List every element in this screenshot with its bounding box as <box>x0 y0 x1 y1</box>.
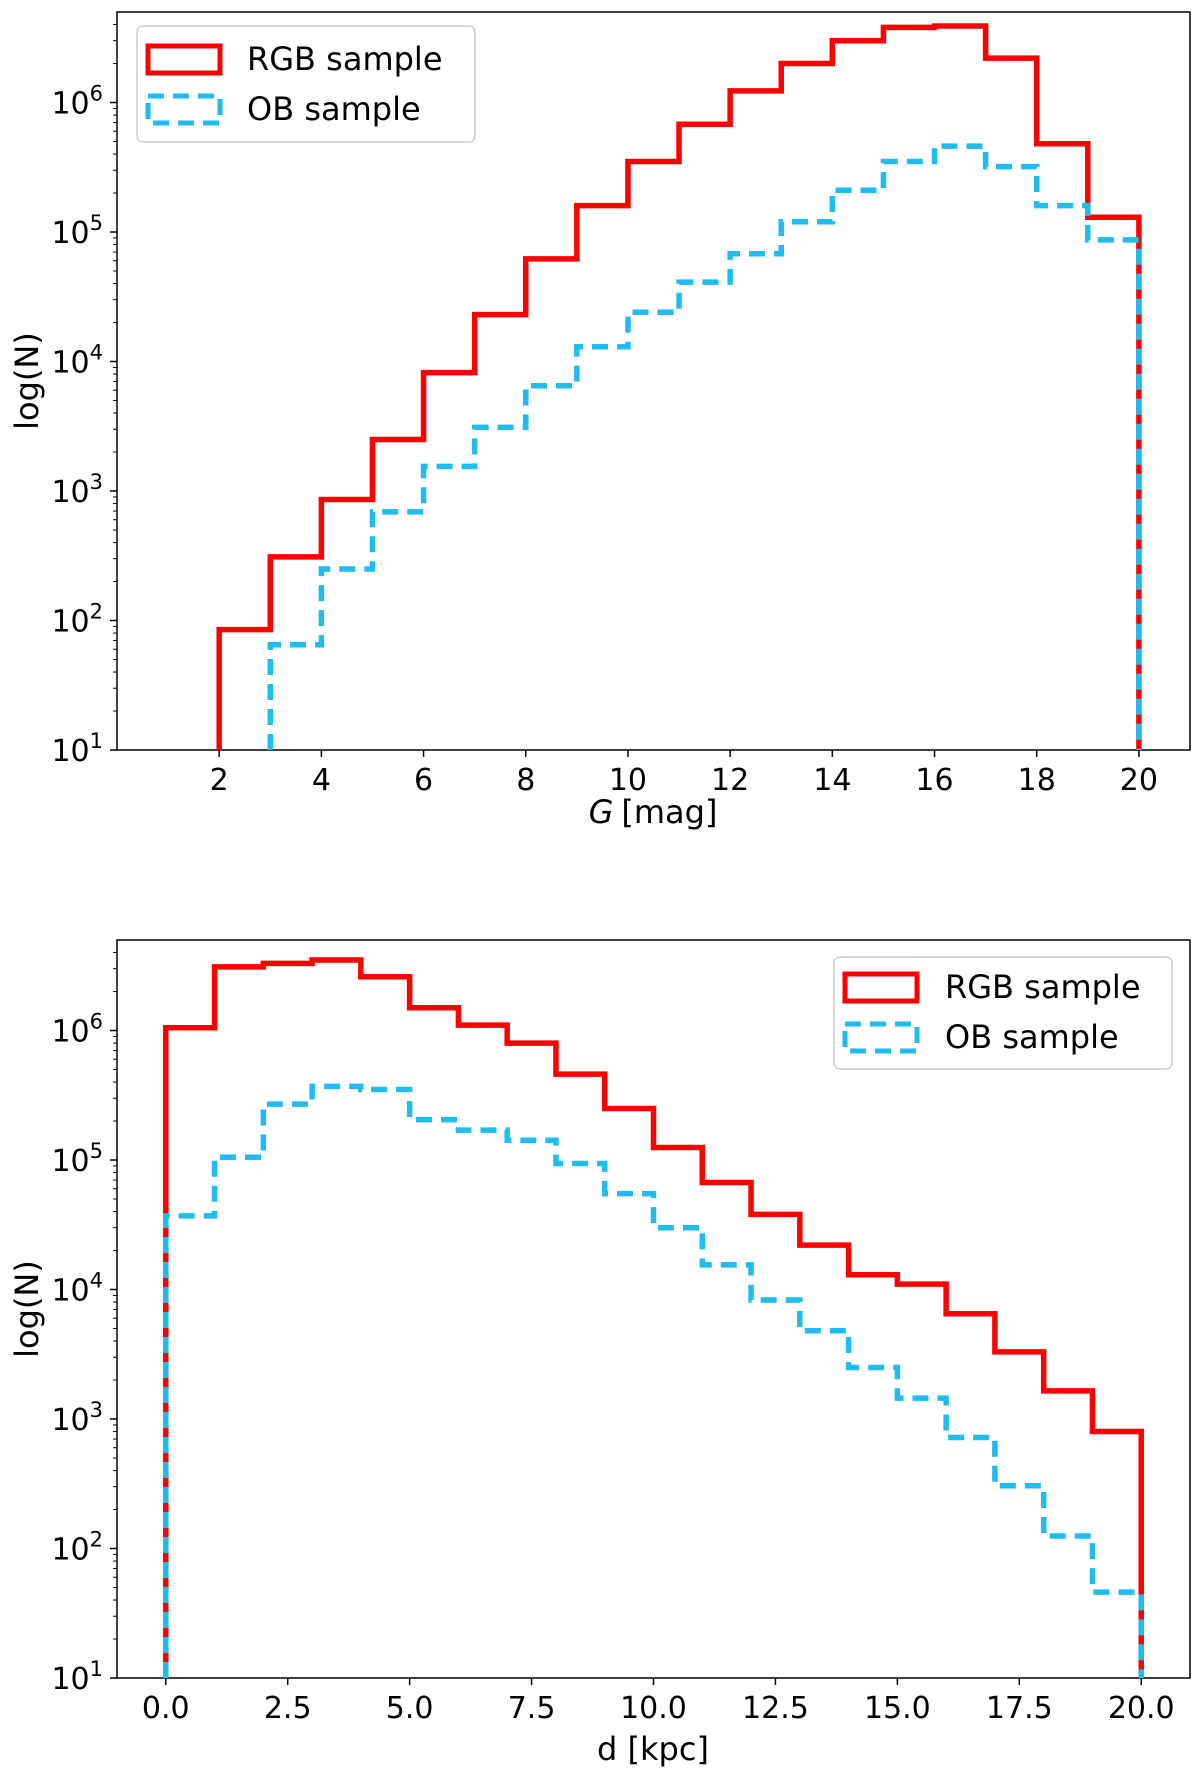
legend-swatch-rgb <box>842 971 920 1004</box>
bottom-histogram-panel: 0.0 2.5 5.0 7.5 10.0 12.5 15.0 17.5 20.0 1011021… <box>8 939 1191 1768</box>
top-histogram-panel: 2 4 6 8 10 12 14 16 18 20 101 102 103 104 105 106 RGB … <box>8 11 1191 831</box>
x-axis-label-unit: [mag] <box>621 793 717 831</box>
legend-label-ob: OB sample <box>247 90 421 128</box>
x-tick-label: 6 <box>414 763 433 798</box>
plot-frame <box>116 11 1191 751</box>
x-axis-label: d [kpc] <box>597 1730 709 1768</box>
x-tick-label: 16 <box>915 763 953 798</box>
x-tick-label: 20.0 <box>1108 1691 1175 1726</box>
y-tick-label: 106 <box>51 82 103 122</box>
y-axis-label: log(N) <box>8 332 46 430</box>
x-tick-label: 14 <box>813 763 851 798</box>
legend-swatch-rgb <box>145 43 223 76</box>
x-axis-ticks: 2 4 6 8 10 12 14 16 18 20 <box>210 750 1158 798</box>
x-axis-ticks: 0.0 2.5 5.0 7.5 10.0 12.5 15.0 17.5 20.0 <box>142 1678 1175 1726</box>
series-layer <box>216 23 1142 750</box>
y-tick-label: 105 <box>51 1139 103 1179</box>
x-tick-label: 12.5 <box>742 1691 809 1726</box>
y-tick-label: 102 <box>51 600 103 640</box>
y-tick-label: 101 <box>51 729 103 769</box>
y-axis-ticks: 101 102 103 104 105 106 <box>51 24 117 769</box>
x-tick-label: 20 <box>1120 763 1158 798</box>
y-axis-ticks: 101 102 103 104 105 106 <box>51 952 117 1697</box>
legend-label-ob: OB sample <box>945 1018 1119 1056</box>
y-tick-label: 103 <box>51 470 103 510</box>
series-ob-sample <box>163 1083 1144 1678</box>
legend: RGB sample OB sample <box>136 25 476 143</box>
legend-swatch-ob <box>145 93 223 126</box>
x-tick-label: 15.0 <box>864 1691 931 1726</box>
x-tick-label: 4 <box>312 763 331 798</box>
y-tick-label: 103 <box>51 1398 103 1438</box>
x-tick-label: 2.5 <box>264 1691 312 1726</box>
x-tick-label: 17.5 <box>986 1691 1053 1726</box>
legend: RGB sample OB sample <box>833 956 1173 1070</box>
x-tick-label: 18 <box>1018 763 1056 798</box>
y-tick-label: 105 <box>51 211 103 251</box>
x-tick-label: 2 <box>210 763 229 798</box>
x-tick-label: 0.0 <box>142 1691 190 1726</box>
x-tick-label: 8 <box>516 763 535 798</box>
x-axis-label-main: G <box>589 793 614 831</box>
y-tick-label: 101 <box>51 1657 103 1697</box>
y-tick-label: 106 <box>51 1010 103 1050</box>
y-tick-label: 104 <box>51 341 103 381</box>
x-tick-label: 7.5 <box>508 1691 556 1726</box>
y-tick-label: 104 <box>51 1269 103 1309</box>
series-rgb-sample <box>163 957 1144 1678</box>
y-tick-label: 102 <box>51 1528 103 1568</box>
x-tick-label: 12 <box>711 763 749 798</box>
x-axis-label: G [mag] <box>589 793 718 831</box>
x-tick-label: 10.0 <box>620 1691 687 1726</box>
x-tick-label: 5.0 <box>386 1691 434 1726</box>
legend-swatch-ob <box>842 1021 920 1054</box>
series-layer <box>163 957 1144 1678</box>
y-axis-label: log(N) <box>8 1260 46 1358</box>
legend-label-rgb: RGB sample <box>945 968 1141 1006</box>
x-tick-label: 10 <box>609 763 647 798</box>
series-rgb-sample <box>216 23 1142 750</box>
legend-label-rgb: RGB sample <box>247 40 443 78</box>
series-ob-sample <box>267 143 1142 750</box>
